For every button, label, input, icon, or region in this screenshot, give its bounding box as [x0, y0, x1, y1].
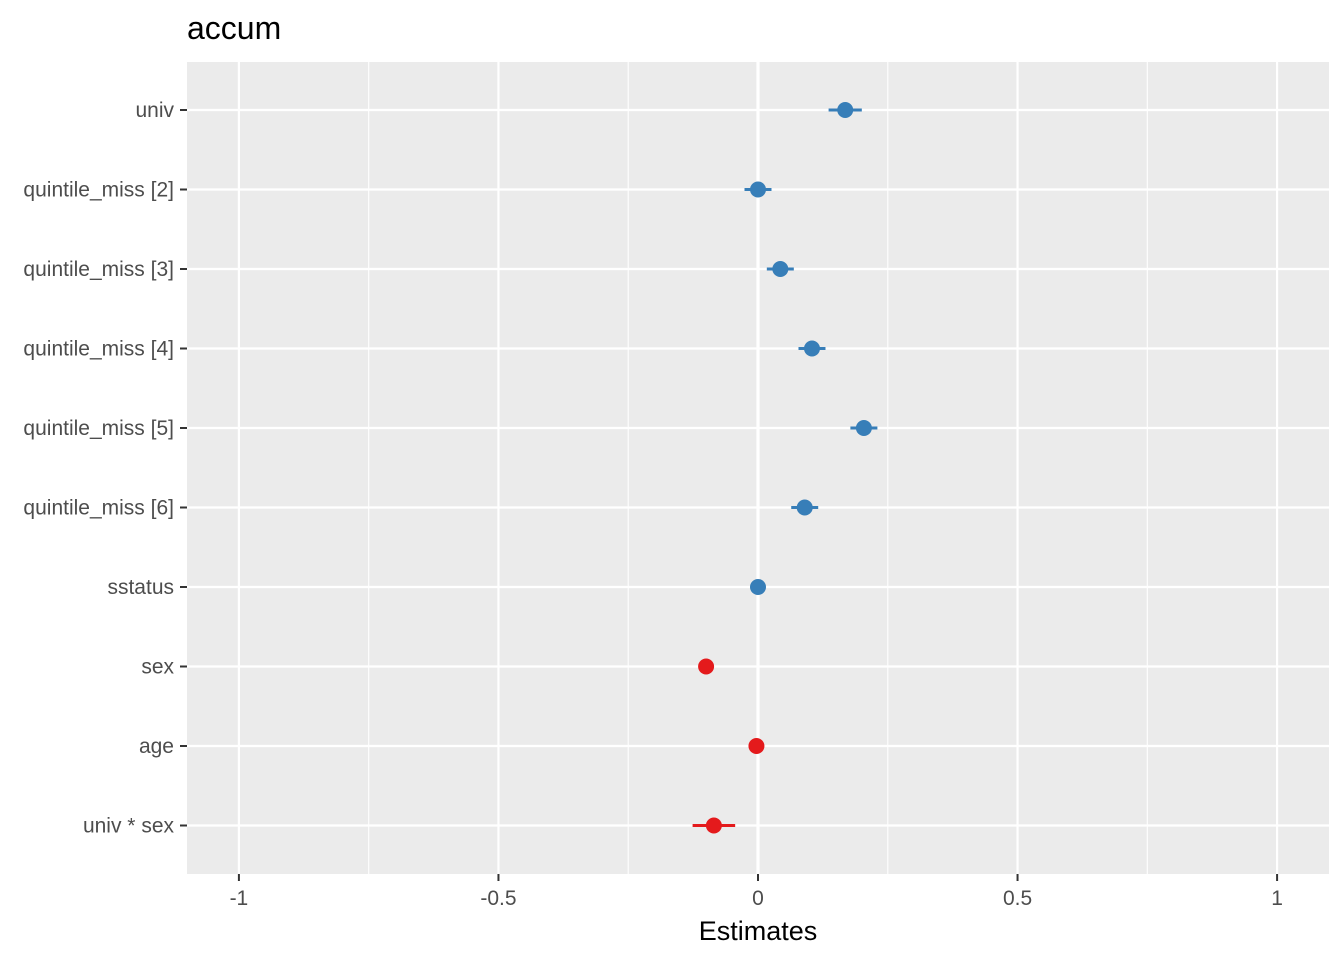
estimate-point — [772, 261, 789, 277]
estimate-point — [750, 579, 766, 595]
estimate-point — [855, 420, 872, 436]
x-tick-label: 0.5 — [1003, 887, 1032, 910]
y-tick-label: quintile_miss [3] — [23, 258, 174, 281]
y-tick-label: univ — [135, 99, 174, 122]
y-tick-label: sstatus — [107, 576, 174, 599]
y-tick-label: sex — [141, 656, 174, 679]
x-axis-title: Estimates — [699, 916, 818, 946]
estimate-point — [796, 499, 813, 516]
estimate-point — [705, 817, 722, 834]
estimate-point — [748, 738, 765, 754]
y-tick-label: quintile_miss [4] — [23, 338, 174, 361]
estimate-point — [837, 102, 854, 118]
y-tick-label: quintile_miss [6] — [23, 497, 174, 520]
estimate-point — [698, 658, 715, 675]
chart-title: accum — [187, 10, 282, 46]
y-tick-label: age — [139, 735, 174, 758]
estimate-point — [750, 181, 766, 198]
x-tick-label: -0.5 — [480, 887, 516, 910]
y-tick-label: quintile_miss [5] — [23, 417, 174, 440]
x-tick-label: -1 — [230, 887, 249, 910]
estimate-point — [803, 340, 820, 357]
y-tick-label: quintile_miss [2] — [23, 179, 174, 202]
x-tick-label: 1 — [1271, 887, 1283, 910]
x-tick-label: 0 — [752, 887, 764, 910]
y-tick-label: univ * sex — [83, 815, 175, 838]
